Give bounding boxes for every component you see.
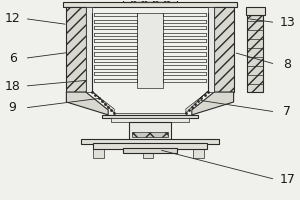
Bar: [136, 13, 164, 88]
Text: 7: 7: [284, 105, 291, 118]
Bar: [132, 132, 168, 137]
Bar: [214, 7, 234, 92]
Text: 9: 9: [9, 101, 16, 114]
Polygon shape: [66, 92, 108, 115]
Bar: [193, 144, 204, 158]
Bar: [130, 0, 170, 2]
Bar: [246, 7, 265, 15]
Text: 13: 13: [280, 16, 295, 29]
Text: 8: 8: [284, 58, 291, 71]
Bar: [93, 143, 207, 149]
Bar: [247, 15, 263, 92]
Bar: [66, 7, 86, 92]
Bar: [123, 0, 177, 2]
Polygon shape: [186, 91, 208, 113]
Bar: [86, 7, 92, 92]
Bar: [111, 118, 189, 122]
Bar: [81, 139, 219, 144]
Bar: [102, 115, 198, 118]
Text: 18: 18: [5, 80, 21, 93]
Bar: [208, 7, 214, 92]
Bar: [142, 144, 153, 158]
Polygon shape: [192, 92, 234, 115]
Text: 17: 17: [279, 173, 295, 186]
Text: 6: 6: [9, 52, 16, 65]
Bar: [93, 144, 104, 158]
Polygon shape: [92, 91, 114, 113]
Bar: [123, 148, 177, 153]
Text: 12: 12: [5, 12, 20, 25]
Bar: [129, 122, 171, 141]
Bar: [63, 2, 237, 7]
